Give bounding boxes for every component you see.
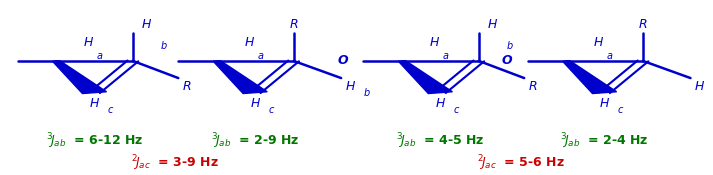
Text: $\mathit{H}$: $\mathit{H}$ (487, 18, 498, 31)
Text: $\mathit{H}$: $\mathit{H}$ (694, 80, 705, 93)
Text: $\mathit{c}$: $\mathit{c}$ (107, 105, 114, 115)
Text: $\mathit{H}$: $\mathit{H}$ (344, 80, 356, 93)
Text: $\mathit{R}$: $\mathit{R}$ (289, 18, 298, 31)
Polygon shape (563, 61, 617, 93)
Text: $\mathit{c}$: $\mathit{c}$ (453, 105, 460, 115)
Text: $^3\!\mathit{J}_{ab}$  = 2-9 Hz: $^3\!\mathit{J}_{ab}$ = 2-9 Hz (211, 132, 299, 151)
Text: $\mathit{b}$: $\mathit{b}$ (160, 39, 168, 51)
Text: $\mathit{H}$: $\mathit{H}$ (141, 18, 153, 31)
Text: $\mathit{H}$: $\mathit{H}$ (83, 36, 94, 48)
Text: $\mathit{a}$: $\mathit{a}$ (606, 51, 613, 61)
Text: $\mathit{H}$: $\mathit{H}$ (593, 36, 605, 48)
Text: $\mathit{R}$: $\mathit{R}$ (182, 80, 191, 93)
Polygon shape (213, 61, 267, 93)
Text: $\mathit{H}$: $\mathit{H}$ (599, 97, 610, 110)
Text: O: O (337, 54, 348, 67)
Text: $^2\!\mathit{J}_{ac}$  = 3-9 Hz: $^2\!\mathit{J}_{ac}$ = 3-9 Hz (131, 153, 219, 173)
Text: $^3\!\mathit{J}_{ab}$  = 6-12 Hz: $^3\!\mathit{J}_{ab}$ = 6-12 Hz (46, 132, 143, 151)
Text: $\mathit{R}$: $\mathit{R}$ (638, 18, 647, 31)
Text: $\mathit{H}$: $\mathit{H}$ (250, 97, 261, 110)
Text: $\mathit{c}$: $\mathit{c}$ (617, 105, 625, 115)
Polygon shape (53, 61, 106, 93)
Text: $\mathit{H}$: $\mathit{H}$ (244, 36, 255, 48)
Text: $^3\!\mathit{J}_{ab}$  = 4-5 Hz: $^3\!\mathit{J}_{ab}$ = 4-5 Hz (396, 132, 485, 151)
Text: $\mathit{b}$: $\mathit{b}$ (506, 39, 514, 51)
Text: $\mathit{c}$: $\mathit{c}$ (268, 105, 275, 115)
Text: $\mathit{a}$: $\mathit{a}$ (442, 51, 449, 61)
Text: $\mathit{a}$: $\mathit{a}$ (257, 51, 264, 61)
Polygon shape (399, 61, 453, 93)
Text: $^3\!\mathit{J}_{ab}$  = 2-4 Hz: $^3\!\mathit{J}_{ab}$ = 2-4 Hz (560, 132, 649, 151)
Text: O: O (502, 54, 513, 67)
Text: $\mathit{b}$: $\mathit{b}$ (712, 86, 713, 98)
Text: $\mathit{H}$: $\mathit{H}$ (89, 97, 100, 110)
Text: $\mathit{R}$: $\mathit{R}$ (528, 80, 537, 93)
Text: $\mathit{H}$: $\mathit{H}$ (435, 97, 446, 110)
Text: $\mathit{a}$: $\mathit{a}$ (96, 51, 103, 61)
Text: $\mathit{H}$: $\mathit{H}$ (429, 36, 441, 48)
Text: $^2\!\mathit{J}_{ac}$  = 5-6 Hz: $^2\!\mathit{J}_{ac}$ = 5-6 Hz (477, 153, 565, 173)
Text: $\mathit{b}$: $\mathit{b}$ (363, 86, 371, 98)
